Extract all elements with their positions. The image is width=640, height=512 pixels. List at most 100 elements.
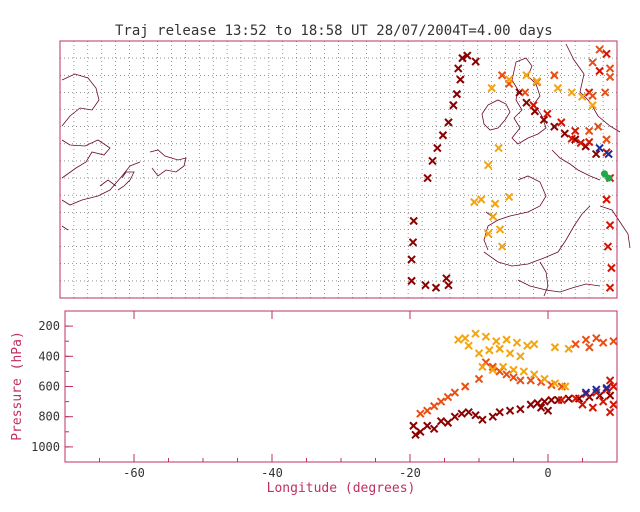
trajectory-point	[495, 225, 505, 234]
x-axis-label: Longitude (degrees)	[267, 481, 416, 496]
pressure-point	[460, 382, 470, 391]
pressure-point	[474, 374, 484, 384]
x-tick-label: 0	[544, 466, 551, 480]
pressure-point	[416, 409, 425, 418]
pressure-point	[450, 412, 460, 421]
pressure-point	[450, 388, 460, 397]
trajectory-point	[458, 53, 467, 63]
trajectory-point	[588, 58, 597, 67]
trajectory-point	[532, 77, 542, 86]
pressure-point	[436, 417, 446, 426]
pressure-point	[498, 362, 508, 372]
pressure-point	[550, 343, 560, 352]
pressure-point	[502, 370, 511, 379]
trajectory-point	[456, 75, 465, 84]
trajectory-point	[591, 149, 601, 159]
trajectory-point	[567, 88, 576, 97]
pressure-axes: -60 -40 -20 0 200 400 600 800 1000	[31, 310, 618, 480]
trajectory-point	[483, 161, 493, 170]
trajectory-point	[423, 173, 432, 183]
pressure-point	[564, 394, 573, 403]
trajectory-point	[522, 71, 531, 80]
pressure-point	[516, 352, 525, 361]
trajectory-point	[593, 122, 603, 131]
y-tick-label: 800	[38, 410, 60, 424]
pressure-point	[540, 374, 549, 384]
pressure-point	[423, 406, 432, 415]
pressure-point	[526, 376, 535, 385]
y-tick-label: 400	[38, 349, 60, 363]
pressure-point	[478, 362, 487, 372]
pressure-point	[571, 340, 580, 349]
trajectory-point	[588, 101, 597, 110]
trajectory-point	[543, 109, 552, 119]
pressure-point	[516, 404, 525, 414]
pressure-point	[481, 332, 491, 341]
trajectory-point	[602, 135, 611, 144]
trajectory-point	[571, 126, 580, 136]
pressure-point	[571, 394, 580, 403]
pressure-point	[588, 403, 598, 412]
trajectory-point	[603, 242, 613, 251]
pressure-point	[536, 403, 546, 412]
trajectory-point	[444, 280, 453, 290]
pressure-point	[454, 335, 463, 344]
pressure-point	[443, 418, 453, 427]
trajectory-point	[550, 122, 559, 131]
map-points	[407, 45, 616, 292]
pressure-point	[495, 407, 504, 417]
pressure-point	[411, 430, 420, 440]
pressure-point	[488, 365, 498, 375]
pressure-point	[464, 341, 473, 350]
trajectory-point	[504, 192, 514, 202]
trajectory-point	[595, 45, 604, 54]
trajectory-point	[605, 64, 615, 73]
pressure-point	[605, 376, 615, 385]
trajectory-point	[433, 143, 442, 153]
trajectory-point	[605, 283, 615, 292]
pressure-point	[564, 344, 573, 353]
pressure-point	[512, 338, 522, 347]
trajectory-point	[588, 91, 597, 101]
trajectory-point	[409, 216, 418, 226]
pressure-point	[460, 333, 470, 343]
pressure-point	[443, 392, 453, 402]
trajectory-point	[584, 137, 594, 147]
pressure-point	[429, 401, 439, 411]
pressure-point	[509, 365, 518, 375]
pressure-point	[592, 388, 601, 397]
trajectory-point	[431, 283, 441, 292]
pressure-point	[609, 400, 618, 409]
coastline-north-america	[61, 73, 187, 231]
y-tick-label: 600	[38, 380, 60, 394]
trajectory-point	[600, 88, 610, 97]
trajectory-point	[539, 115, 549, 125]
trajectory-point	[604, 149, 613, 159]
pressure-point	[492, 336, 501, 346]
trajectory-point	[470, 197, 479, 207]
pressure-point	[488, 362, 498, 372]
pressure-point	[409, 421, 418, 430]
pressure-point	[423, 421, 432, 430]
pressure-point	[609, 382, 618, 391]
y-axis-label: Pressure (hPa)	[10, 331, 25, 441]
period-label: T=4.00 days	[460, 23, 553, 39]
pressure-point	[578, 400, 587, 409]
pressure-point	[516, 376, 525, 385]
trajectory-point	[557, 118, 566, 127]
x-tick-label: -20	[399, 466, 421, 480]
trajectory-point	[487, 83, 496, 93]
trajectory-point	[560, 129, 569, 138]
trajectory-point	[477, 195, 486, 204]
pressure-point	[540, 397, 549, 406]
trajectory-point	[605, 174, 613, 182]
pressure-point	[581, 335, 591, 344]
pressure-point	[523, 341, 532, 350]
pressure-point	[592, 385, 601, 394]
trajectory-point	[449, 101, 458, 110]
pressure-point	[478, 415, 487, 424]
trajectory-point	[607, 263, 616, 273]
trajectory-point	[567, 134, 576, 143]
trajectory-point	[530, 107, 540, 116]
